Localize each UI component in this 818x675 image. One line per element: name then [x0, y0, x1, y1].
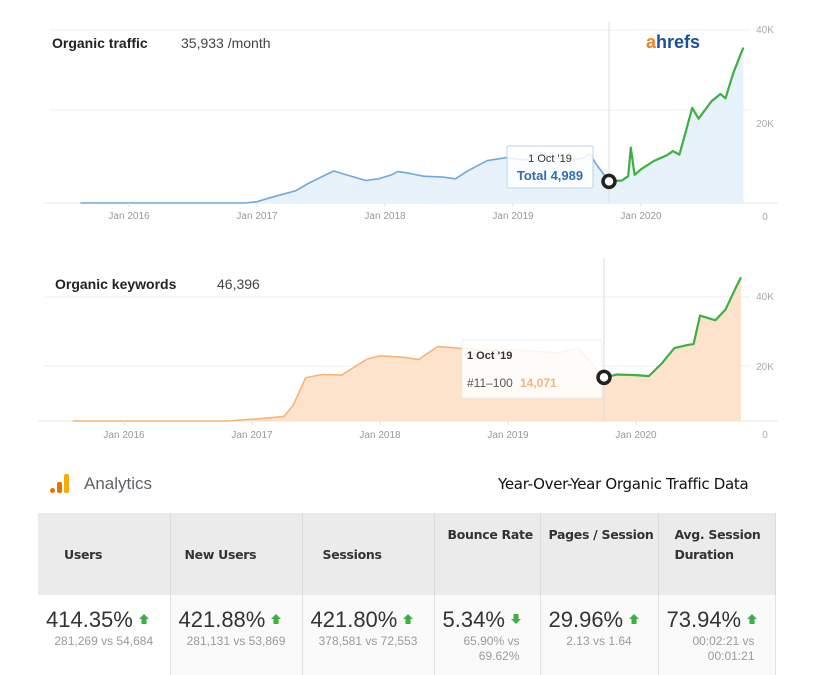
ahrefs-logo-a: a — [646, 32, 657, 52]
metric-comparison: 281,269 vs 54,684 — [54, 634, 154, 648]
metric-percent: 29.96% — [549, 605, 650, 633]
header-new-users[interactable]: New Users — [170, 513, 303, 595]
metric-cell: 421.88% 281,131 vs 53,869 — [170, 595, 303, 675]
tooltip-label: #11–100 — [467, 376, 513, 390]
x-tick-label: Jan 2016 — [103, 430, 145, 441]
y-tick-label: 40K — [756, 292, 774, 303]
metric-cell: 5.34% 65.90% vs 69.62% — [434, 595, 541, 675]
charts-svg: Organic traffic 35,933 /month ahrefs Jan… — [38, 22, 778, 441]
metric-percent: 414.35% — [46, 605, 162, 633]
tooltip-value: 14,071 — [520, 376, 557, 390]
traffic-value: 35,933 /month — [181, 35, 271, 51]
svg-text:ahrefs: ahrefs — [646, 32, 700, 52]
x-tick-label: Jan 2020 — [620, 211, 662, 222]
google-analytics-icon — [48, 473, 70, 495]
x-tick-label: Jan 2019 — [492, 211, 534, 222]
metric-percent: 5.34% — [443, 605, 532, 633]
header-users[interactable]: Users — [38, 513, 171, 595]
analytics-header: Analytics — [48, 470, 152, 498]
x-tick-label: Jan 2018 — [359, 430, 401, 441]
keywords-chart: Jan 2016 Jan 2017 Jan 2018 Jan 2019 Jan 2020… — [38, 258, 778, 441]
arrow-up-icon — [402, 605, 414, 624]
arrow-up-icon — [270, 605, 282, 624]
x-tick-label: Jan 2020 — [615, 430, 657, 441]
ahrefs-logo: ahrefs — [646, 32, 700, 52]
header-sessions[interactable]: Sessions — [302, 513, 435, 595]
analytics-metrics-table: Users New Users Sessions Bounce Rate Pag… — [38, 513, 776, 675]
y-tick-label: 0 — [762, 212, 768, 223]
hover-marker — [596, 369, 612, 386]
yoy-caption: Year-Over-Year Organic Traffic Data — [498, 475, 749, 493]
traffic-title: Organic traffic — [52, 35, 148, 51]
metric-percent-value: 73.94% — [666, 607, 742, 632]
header-pages-session[interactable]: Pages / Session — [540, 513, 659, 595]
y-tick-label: 40K — [756, 25, 774, 36]
x-tick-label: Jan 2017 — [236, 211, 278, 222]
y-tick-label: 20K — [756, 362, 774, 373]
metric-comparison: 65.90% vs 69.62% — [463, 634, 520, 663]
metric-percent: 421.80% — [311, 605, 426, 633]
keywords-value: 46,396 — [217, 276, 260, 292]
metric-percent: 73.94% — [667, 605, 767, 633]
metric-percent-value: 5.34% — [442, 607, 505, 632]
header-avg-session-duration[interactable]: Avg. Session Duration — [658, 513, 776, 595]
metric-cell: 29.96% 2.13 vs 1.64 — [540, 595, 659, 675]
metric-comparison: 00:02:21 vs 00:01:21 — [692, 634, 755, 663]
series-line-after — [603, 276, 742, 379]
arrow-up-icon — [628, 605, 640, 624]
y-tick-label: 20K — [756, 119, 774, 130]
x-tick-label: Jan 2018 — [364, 211, 406, 222]
x-tick-label: Jan 2019 — [487, 430, 529, 441]
ahrefs-logo-rest: hrefs — [656, 32, 700, 52]
x-tick-label: Jan 2016 — [108, 211, 150, 222]
metric-cell: 421.80% 378,581 vs 72,553 — [302, 595, 435, 675]
metric-percent-value: 421.88% — [178, 607, 266, 632]
y-tick-label: 0 — [762, 430, 768, 441]
metric-comparison: 2.13 vs 1.64 — [566, 634, 632, 648]
hover-marker — [601, 173, 617, 190]
arrow-down-icon — [510, 605, 522, 624]
series-line-after — [608, 47, 745, 183]
tooltip-date: 1 Oct '19 — [528, 153, 572, 165]
header-bounce-rate[interactable]: Bounce Rate — [434, 513, 541, 595]
tooltip-value: Total 4,989 — [517, 168, 583, 183]
analytics-title: Analytics — [84, 474, 153, 493]
metrics-row: 414.35% 281,269 vs 54,684 421.88% 281,131 v… — [38, 595, 776, 675]
keywords-title: Organic keywords — [55, 276, 177, 292]
tooltip-box — [506, 145, 594, 189]
metric-percent-value: 414.35% — [46, 607, 133, 632]
metric-cell: 414.35% 281,269 vs 54,684 — [38, 595, 171, 675]
metric-percent-value: 29.96% — [548, 607, 624, 632]
ahrefs-charts: Organic traffic 35,933 /month ahrefs Jan… — [38, 22, 778, 441]
metric-cell: 73.94% 00:02:21 vs 00:01:21 — [658, 595, 776, 675]
metric-comparison: 281,131 vs 53,869 — [186, 634, 286, 648]
arrow-up-icon — [138, 605, 150, 624]
arrow-up-icon — [746, 605, 758, 624]
metric-percent: 421.88% — [179, 605, 294, 633]
area-fill — [72, 277, 742, 421]
tooltip-date: 1 Oct '19 — [467, 350, 512, 362]
metric-percent-value: 421.80% — [310, 607, 398, 632]
x-tick-label: Jan 2017 — [231, 430, 273, 441]
traffic-chart: Jan 2016 Jan 2017 Jan 2018 Jan 2019 Jan 2020… — [44, 22, 778, 223]
area-fill — [80, 47, 744, 203]
metric-comparison: 378,581 vs 72,553 — [318, 634, 418, 648]
tooltip-box — [461, 339, 603, 399]
